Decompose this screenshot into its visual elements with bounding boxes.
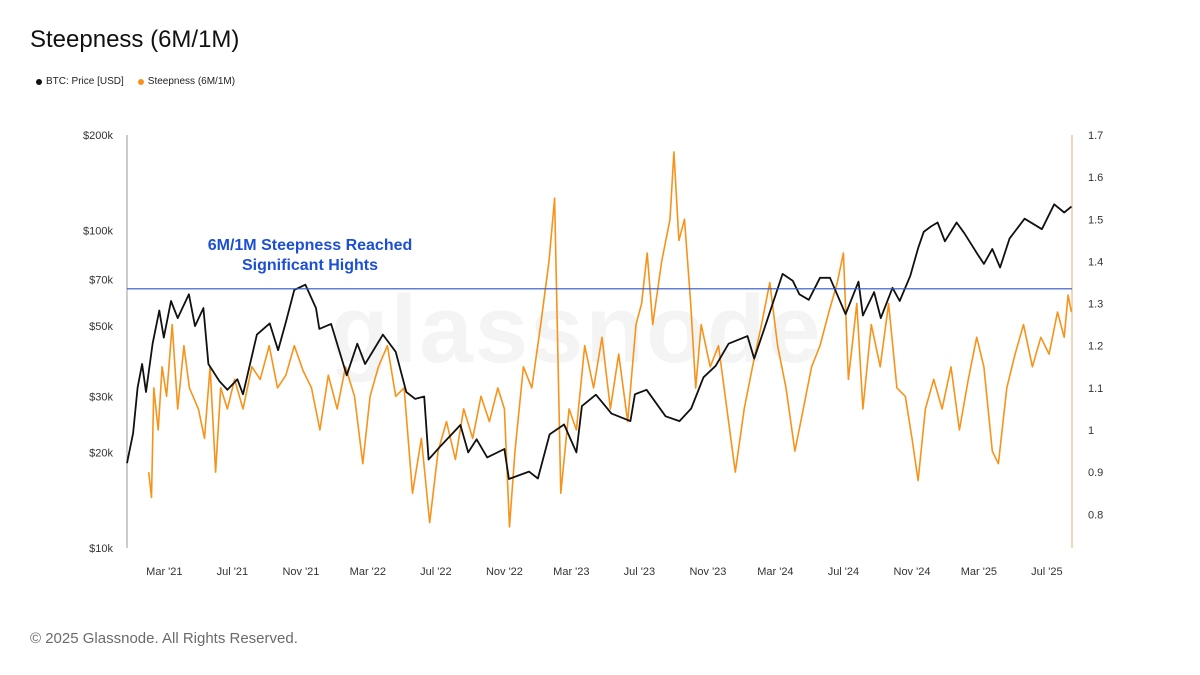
y-right-tick-label: 0.8: [1088, 509, 1103, 521]
x-tick-label: Jul '24: [828, 566, 859, 578]
x-tick-label: Mar '24: [757, 566, 793, 578]
x-tick-label: Nov '24: [894, 566, 931, 578]
x-tick-label: Jul '22: [420, 566, 451, 578]
y-right-tick-label: 1.5: [1088, 214, 1103, 226]
y-left-tick-label: $10k: [89, 543, 113, 555]
x-tick-label: Jul '25: [1031, 566, 1062, 578]
y-right-tick-label: 0.9: [1088, 467, 1103, 479]
legend-item-price[interactable]: BTC: Price [USD]: [36, 76, 124, 87]
x-tick-label: Nov '21: [282, 566, 319, 578]
y-left-tick-label: $50k: [89, 321, 113, 333]
annotation-line-1: 6M/1M Steepness Reached: [207, 237, 413, 254]
x-tick-label: Nov '23: [689, 566, 726, 578]
page-title: Steepness (6M/1M): [30, 26, 240, 53]
y-right-tick-label: 1.2: [1088, 341, 1103, 353]
watermark-logo: glassnode: [330, 275, 823, 385]
series-line-steepness: [147, 151, 1073, 528]
y-right-tick-label: 1: [1088, 425, 1094, 437]
chart-legend: BTC: Price [USD] Steepness (6M/1M): [36, 76, 235, 87]
x-tick-label: Mar '21: [146, 566, 182, 578]
legend-dot-price: [36, 78, 42, 85]
x-tick-label: Mar '23: [553, 566, 589, 578]
y-left-tick-label: $100k: [83, 226, 113, 238]
y-left-tick-label: $30k: [89, 392, 113, 404]
y-right-tick-label: 1.7: [1088, 130, 1103, 142]
y-right-tick-label: 1.1: [1088, 383, 1103, 395]
y-left-tick-label: $70k: [89, 275, 113, 287]
y-right-tick-label: 1.3: [1088, 299, 1103, 311]
x-tick-label: Jul '23: [624, 566, 655, 578]
legend-label-steepness: Steepness (6M/1M): [147, 76, 236, 87]
y-left-tick-label: $20k: [89, 447, 113, 459]
annotation-line-2: Significant Hights: [242, 257, 378, 274]
y-left-tick-label: $200k: [83, 130, 113, 142]
series-line-btc-price: [126, 203, 1072, 480]
footer-copyright: © 2025 Glassnode. All Rights Reserved.: [30, 630, 298, 647]
x-tick-label: Mar '22: [350, 566, 386, 578]
x-tick-label: Nov '22: [486, 566, 523, 578]
legend-label-price: BTC: Price [USD]: [46, 76, 124, 87]
x-tick-label: Jul '21: [217, 566, 248, 578]
x-tick-label: Mar '25: [961, 566, 997, 578]
chart-annotation: 6M/1M Steepness Reached Significant High…: [180, 236, 440, 276]
legend-item-steepness[interactable]: Steepness (6M/1M): [137, 76, 236, 87]
y-right-tick-label: 1.6: [1088, 172, 1103, 184]
legend-dot-steepness: [137, 78, 144, 85]
y-right-tick-label: 1.4: [1088, 256, 1103, 268]
